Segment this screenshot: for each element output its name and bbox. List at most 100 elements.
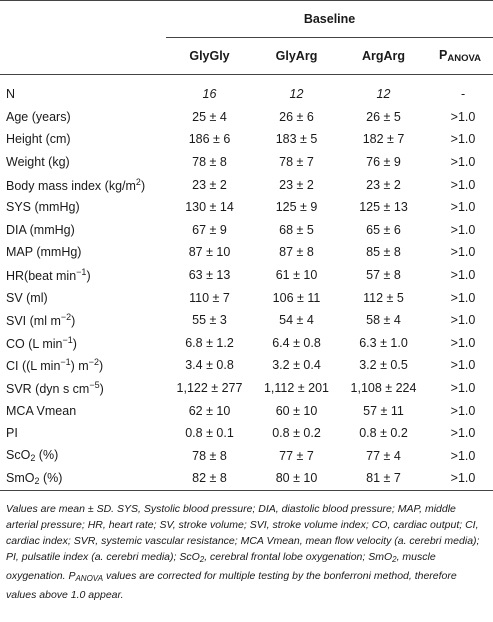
cell-glygly: 3.4 ± 0.8	[185, 358, 234, 373]
header-glyarg: GlyArg	[275, 49, 318, 63]
row-label: SYS (mmHg)	[0, 196, 166, 219]
cell-argarg: 58 ± 4	[366, 313, 401, 328]
cell-glyarg: 3.2 ± 0.4	[272, 358, 321, 373]
cell-glygly: 55 ± 3	[192, 313, 227, 328]
cell-glygly: 186 ± 6	[188, 132, 231, 147]
row-label: DIA (mmHg)	[0, 219, 166, 242]
table-row: ScO2 (%) 78 ± 8 77 ± 7 77 ± 4 >1.0	[0, 445, 493, 468]
table-row: SYS (mmHg) 130 ± 14 125 ± 9 125 ± 13 >1.0	[0, 196, 493, 219]
row-label-text: N	[6, 87, 16, 102]
row-label: SVI (ml m−2)	[0, 309, 166, 332]
row-label-text-post: (%)	[35, 448, 59, 463]
cell-p-anova: >1.0	[450, 358, 476, 373]
row-label-text: Body mass index (kg/m	[6, 178, 136, 193]
cell-p-anova: >1.0	[450, 200, 476, 215]
cell-argarg: 12	[376, 87, 391, 102]
table-row: SmO2 (%) 82 ± 8 80 ± 10 81 ± 7 >1.0	[0, 467, 493, 491]
cell-glygly: 78 ± 8	[192, 448, 227, 463]
cell-glygly: 0.8 ± 0.1	[185, 426, 234, 441]
table-row: Age (years) 25 ± 4 26 ± 6 26 ± 5 >1.0	[0, 106, 493, 129]
cell-p-anova: >1.0	[450, 132, 476, 147]
footnote-text-3: , muscle oxygenation. P	[6, 550, 436, 582]
row-label: ScO2 (%)	[0, 445, 166, 468]
baseline-table: Baseline GlyGly GlyArg ArgArg PANOVA N 16…	[0, 0, 493, 491]
row-label-sub: 2	[34, 475, 40, 486]
cell-glyarg: 1,112 ± 201	[263, 381, 329, 396]
cell-glyarg: 183 ± 5	[275, 132, 318, 147]
cell-p-anova: >1.0	[450, 448, 476, 463]
table-row: Weight (kg) 78 ± 8 78 ± 7 76 ± 9 >1.0	[0, 151, 493, 174]
header-row-columns: GlyGly GlyArg ArgArg PANOVA	[0, 38, 493, 75]
header-empty-cell-2	[0, 38, 166, 75]
header-row-group: Baseline	[0, 0, 493, 38]
cell-p-anova: >1.0	[450, 335, 476, 350]
cell-glyarg: 106 ± 11	[272, 290, 321, 305]
cell-p-anova: >1.0	[450, 290, 476, 305]
cell-p-anova: >1.0	[450, 155, 476, 170]
row-label: MAP (mmHg)	[0, 241, 166, 264]
footnote-text-4: values are corrected for multiple testin…	[6, 569, 457, 601]
table-row: MAP (mmHg) 87 ± 10 87 ± 8 85 ± 8 >1.0	[0, 241, 493, 264]
row-label: Height (cm)	[0, 128, 166, 151]
row-label-text-post: )	[99, 382, 104, 397]
cell-p-anova: -	[460, 87, 466, 102]
cell-p-anova: >1.0	[450, 222, 476, 237]
row-label-sub: 2	[30, 453, 36, 464]
cell-argarg: 1,108 ± 224	[350, 381, 417, 396]
cell-argarg: 6.3 ± 1.0	[359, 335, 408, 350]
cell-argarg: 65 ± 6	[366, 222, 401, 237]
cell-glygly: 130 ± 14	[185, 200, 234, 215]
cell-argarg: 3.2 ± 0.5	[359, 358, 408, 373]
row-label-text: Height (cm)	[6, 132, 71, 147]
cell-glygly: 110 ± 7	[189, 290, 230, 305]
header-p-main: P	[439, 48, 448, 62]
cell-glyarg: 60 ± 10	[275, 403, 318, 418]
cell-glyarg: 6.4 ± 0.8	[272, 335, 321, 350]
row-label-sup: −2	[60, 312, 72, 323]
header-empty-cell	[0, 1, 166, 38]
cell-p-anova: >1.0	[450, 109, 476, 124]
row-label-sup: 2	[135, 176, 141, 187]
header-p-anova: PANOVA	[427, 38, 493, 75]
row-label-text: MAP (mmHg)	[6, 245, 82, 260]
row-label-text: CI ((L min	[6, 359, 61, 374]
cell-p-anova: >1.0	[450, 471, 476, 486]
table-row: SV (ml) 110 ± 7 106 ± 11 112 ± 5 >1.0	[0, 286, 493, 309]
header-argarg: ArgArg	[361, 49, 406, 63]
cell-glyarg: 125 ± 9	[275, 200, 318, 215]
cell-p-anova: >1.0	[450, 381, 476, 396]
footnote: Values are mean ± SD. SYS, Systolic bloo…	[0, 491, 493, 603]
cell-argarg: 77 ± 4	[366, 448, 401, 463]
cell-argarg: 26 ± 5	[366, 109, 401, 124]
cell-p-anova: >1.0	[450, 403, 476, 418]
footnote-sub-2: 2	[392, 554, 397, 564]
cell-glyarg: 78 ± 7	[279, 155, 314, 170]
row-label-text: ScO	[6, 448, 31, 463]
row-label-text: SVI (ml m	[6, 314, 61, 329]
cell-glyarg: 54 ± 4	[279, 313, 314, 328]
row-label: MCA Vmean	[0, 399, 166, 422]
row-label-text: Weight (kg)	[6, 155, 70, 170]
row-label-text-post-2: )	[99, 359, 104, 374]
row-label-text-post: )	[72, 336, 77, 351]
cell-p-anova: >1.0	[450, 268, 476, 283]
cell-glygly: 1,122 ± 277	[176, 381, 243, 396]
cell-glygly: 25 ± 4	[192, 109, 227, 124]
cell-glygly: 63 ± 13	[188, 268, 231, 283]
row-label-text-post: ) m	[70, 359, 89, 374]
footnote-sub-1: 2	[199, 554, 205, 564]
row-label: SVR (dyn s cm−5)	[0, 377, 166, 400]
row-label-text: CO (L min	[6, 336, 63, 351]
cell-glyarg: 77 ± 7	[279, 448, 314, 463]
row-label-text: SV (ml)	[6, 290, 48, 305]
row-label-text: MCA Vmean	[6, 403, 77, 418]
footnote-text-1: Values are mean ± SD. SYS, Systolic bloo…	[6, 502, 480, 563]
row-label-text: PI	[6, 426, 18, 441]
cell-glyarg: 26 ± 6	[279, 109, 314, 124]
cell-argarg: 57 ± 8	[366, 268, 401, 283]
table-container: Baseline GlyGly GlyArg ArgArg PANOVA N 16…	[0, 0, 493, 603]
row-label: N	[0, 75, 166, 106]
cell-p-anova: >1.0	[450, 313, 476, 328]
cell-argarg: 85 ± 8	[366, 245, 401, 260]
table-row: DIA (mmHg) 67 ± 9 68 ± 5 65 ± 6 >1.0	[0, 219, 493, 242]
